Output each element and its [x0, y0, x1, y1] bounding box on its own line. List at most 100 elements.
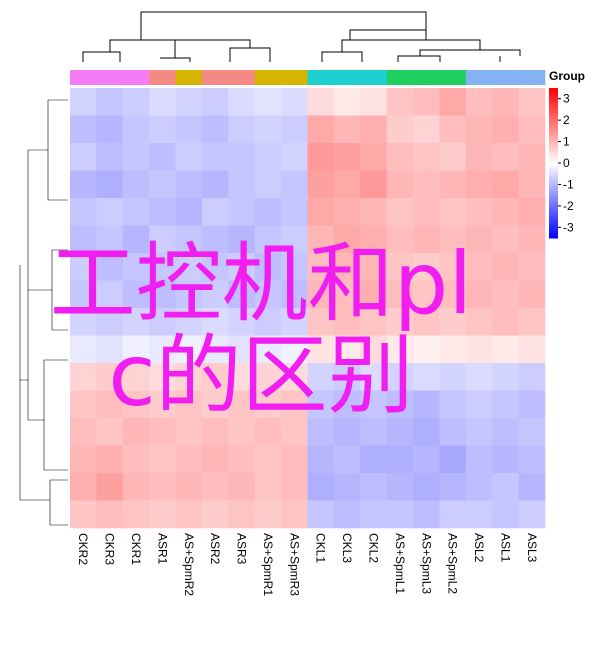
heatmap-cell	[281, 253, 308, 281]
heatmap-cell	[201, 280, 229, 309]
group-color-cell	[333, 70, 361, 85]
heatmap-cell	[518, 335, 546, 364]
heatmap-cell	[492, 418, 519, 446]
heatmap-cell	[333, 115, 361, 144]
colorbar-segment	[549, 133, 558, 136]
colorbar-segment	[549, 163, 558, 166]
heatmap-cell	[201, 143, 229, 171]
heatmap-cell	[149, 143, 176, 171]
heatmap-cell	[439, 225, 467, 254]
heatmap-cell	[96, 88, 124, 116]
heatmap-cell	[307, 198, 335, 226]
heatmap-cell	[386, 115, 414, 144]
heatmap-cell	[175, 253, 203, 281]
heatmap-cell	[360, 335, 387, 364]
heatmap-cell	[149, 115, 176, 144]
heatmap-cell	[465, 473, 493, 501]
heatmap-cell	[175, 308, 203, 336]
heatmap-cell	[228, 225, 256, 254]
group-color-cell	[465, 70, 493, 85]
heatmap-cell	[465, 198, 493, 226]
heatmap-cell	[492, 473, 519, 501]
heatmap-cell	[96, 445, 124, 474]
group-color-cell	[518, 70, 546, 85]
heatmap-cell	[254, 418, 282, 446]
heatmap-cell	[175, 115, 203, 144]
heatmap-cell	[360, 170, 387, 199]
colorbar-segment	[549, 208, 558, 211]
heatmap-cell	[175, 445, 203, 474]
heatmap-cell	[149, 500, 176, 529]
heatmap-cell	[281, 225, 308, 254]
heatmap-cell	[307, 335, 335, 364]
colorbar-segment	[549, 200, 558, 204]
x-tick-label: AS+SpmR3	[287, 533, 301, 596]
heatmap-cell	[333, 143, 361, 171]
heatmap-cell	[518, 88, 546, 116]
heatmap-cell	[228, 363, 256, 391]
heatmap-cell	[413, 308, 440, 336]
heatmap-cell	[281, 363, 308, 391]
heatmap-cell	[228, 335, 256, 364]
colorbar-tick-label: -3	[563, 220, 574, 234]
heatmap-cell	[333, 418, 361, 446]
heatmap-cell	[201, 335, 229, 364]
heatmap-cell	[96, 280, 124, 309]
heatmap-cell	[360, 115, 387, 144]
heatmap-cell	[386, 390, 414, 419]
heatmap-cell	[201, 363, 229, 391]
colorbar-segment	[549, 155, 558, 159]
heatmap-cell	[149, 280, 176, 309]
heatmap-cell	[307, 363, 335, 391]
heatmap-cell	[149, 198, 176, 226]
heatmap-cell	[465, 418, 493, 446]
colorbar-segment	[549, 153, 558, 156]
colorbar-segment	[549, 120, 558, 124]
heatmap-cell	[281, 198, 308, 226]
heatmap-cell	[96, 115, 124, 144]
heatmap-cell	[439, 280, 467, 309]
heatmap-cell	[386, 500, 414, 529]
colorbar-tick-label: -1	[563, 177, 574, 191]
heatmap-cell	[228, 445, 256, 474]
heatmap-cell	[307, 390, 335, 419]
heatmap-cell	[149, 418, 176, 446]
heatmap-cell	[518, 143, 546, 171]
heatmap-cell	[518, 170, 546, 199]
heatmap-cell	[413, 280, 440, 309]
colorbar-segment	[549, 185, 558, 189]
heatmap-cell	[96, 473, 124, 501]
heatmap-cell	[96, 500, 124, 529]
heatmap-cell	[360, 363, 387, 391]
heatmap-cell	[149, 363, 176, 391]
heatmap-cell	[228, 115, 256, 144]
heatmap-cell	[518, 390, 546, 419]
heatmap-cell	[413, 115, 440, 144]
heatmap-cell	[439, 115, 467, 144]
heatmap-cell	[281, 500, 308, 529]
heatmap-cell	[254, 500, 282, 529]
heatmap-cell	[518, 280, 546, 309]
colorbar-segment	[549, 183, 558, 186]
heatmap-cell	[201, 115, 229, 144]
heatmap-cell	[333, 225, 361, 254]
heatmap-cell	[254, 225, 282, 254]
heatmap-cell	[228, 280, 256, 309]
heatmap-cell	[281, 280, 308, 309]
heatmap-cell	[492, 115, 519, 144]
heatmap-cell	[439, 500, 467, 529]
heatmap-cell	[70, 335, 97, 364]
heatmap-cell	[492, 308, 519, 336]
heatmap-cell	[175, 473, 203, 501]
colorbar-tick-label: 1	[563, 135, 570, 149]
group-color-cell	[228, 70, 256, 85]
heatmap-cell	[122, 308, 150, 336]
heatmap-cell	[360, 500, 387, 529]
x-tick-label: AS+SpmR2	[182, 533, 196, 596]
x-tick-label: CKR3	[103, 533, 117, 565]
heatmap-cell	[254, 280, 282, 309]
heatmap-cell	[518, 418, 546, 446]
heatmap-cell	[254, 198, 282, 226]
colorbar-segment	[549, 135, 558, 139]
heatmap-cell	[228, 88, 256, 116]
